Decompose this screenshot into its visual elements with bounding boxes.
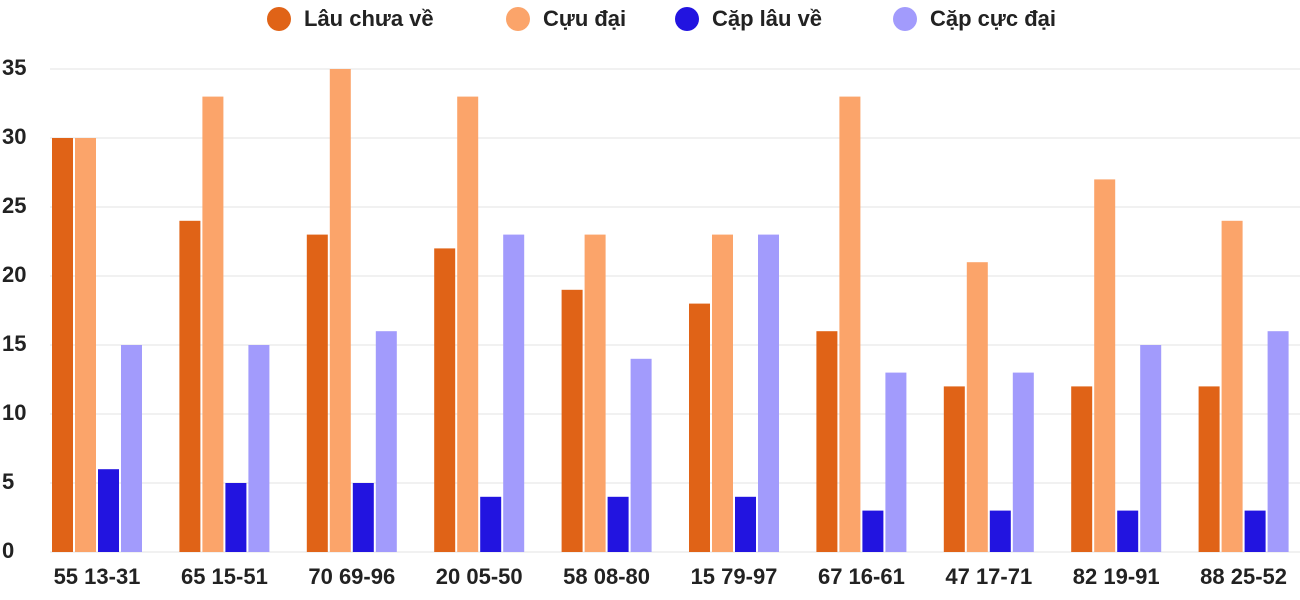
- legend-swatch: [267, 7, 291, 31]
- bar: [1198, 386, 1220, 552]
- bar: [1267, 331, 1289, 552]
- bar: [248, 345, 270, 552]
- bar: [503, 234, 525, 552]
- x-tick-label: 82 19-91: [1073, 564, 1160, 589]
- bar: [306, 234, 328, 552]
- bar: [225, 483, 247, 552]
- bar: [943, 386, 965, 552]
- bar: [179, 220, 201, 553]
- bar: [584, 234, 606, 552]
- bar: [329, 69, 351, 552]
- bar: [480, 496, 502, 552]
- y-tick-label: 25: [2, 193, 26, 218]
- bar: [202, 96, 224, 552]
- bar: [885, 372, 907, 552]
- y-tick-label: 30: [2, 124, 26, 149]
- bar: [1244, 510, 1266, 552]
- bar: [1221, 220, 1243, 553]
- y-tick-label: 0: [2, 538, 14, 563]
- x-tick-label: 55 13-31: [54, 564, 141, 589]
- y-tick-label: 15: [2, 331, 26, 356]
- bar: [607, 496, 629, 552]
- x-tick-label: 88 25-52: [1200, 564, 1287, 589]
- x-tick-label: 47 17-71: [945, 564, 1032, 589]
- bar: [98, 469, 119, 552]
- bar: [712, 234, 733, 552]
- y-tick-label: 20: [2, 262, 26, 287]
- legend-swatch: [893, 7, 917, 31]
- x-tick-label: 20 05-50: [436, 564, 523, 589]
- bar: [75, 138, 96, 552]
- bar: [1071, 386, 1093, 552]
- bar: [457, 96, 479, 552]
- y-tick-label: 35: [2, 55, 26, 80]
- bar: [375, 331, 397, 552]
- bar: [561, 289, 583, 552]
- bar: [735, 496, 756, 552]
- bar: [758, 234, 779, 552]
- legend-swatch: [675, 7, 699, 31]
- x-tick-label: 67 16-61: [818, 564, 905, 589]
- legend-label: Cặp cực đại: [930, 6, 1056, 31]
- x-tick-label: 58 08-80: [563, 564, 650, 589]
- y-tick-label: 10: [2, 400, 26, 425]
- bar: [1094, 179, 1116, 552]
- bar: [862, 510, 884, 552]
- bar: [839, 96, 861, 552]
- legend-swatch: [506, 7, 530, 31]
- bar: [352, 483, 374, 552]
- legend-label: Lâu chưa về: [304, 6, 434, 31]
- bar: [1117, 510, 1139, 552]
- bar: [989, 510, 1011, 552]
- x-tick-label: 65 15-51: [181, 564, 268, 589]
- bar: [689, 303, 710, 552]
- y-tick-label: 5: [2, 469, 14, 494]
- bar: [121, 345, 142, 552]
- legend-label: Cặp lâu về: [712, 6, 822, 31]
- x-tick-label: 15 79-97: [691, 564, 778, 589]
- legend-label: Cựu đại: [543, 6, 626, 31]
- bar: [816, 331, 838, 552]
- x-tick-label: 70 69-96: [308, 564, 395, 589]
- bar: [1012, 372, 1034, 552]
- bar: [630, 358, 652, 552]
- bar: [52, 138, 73, 552]
- bar: [434, 248, 456, 552]
- bar: [966, 262, 988, 552]
- bar: [1140, 345, 1162, 552]
